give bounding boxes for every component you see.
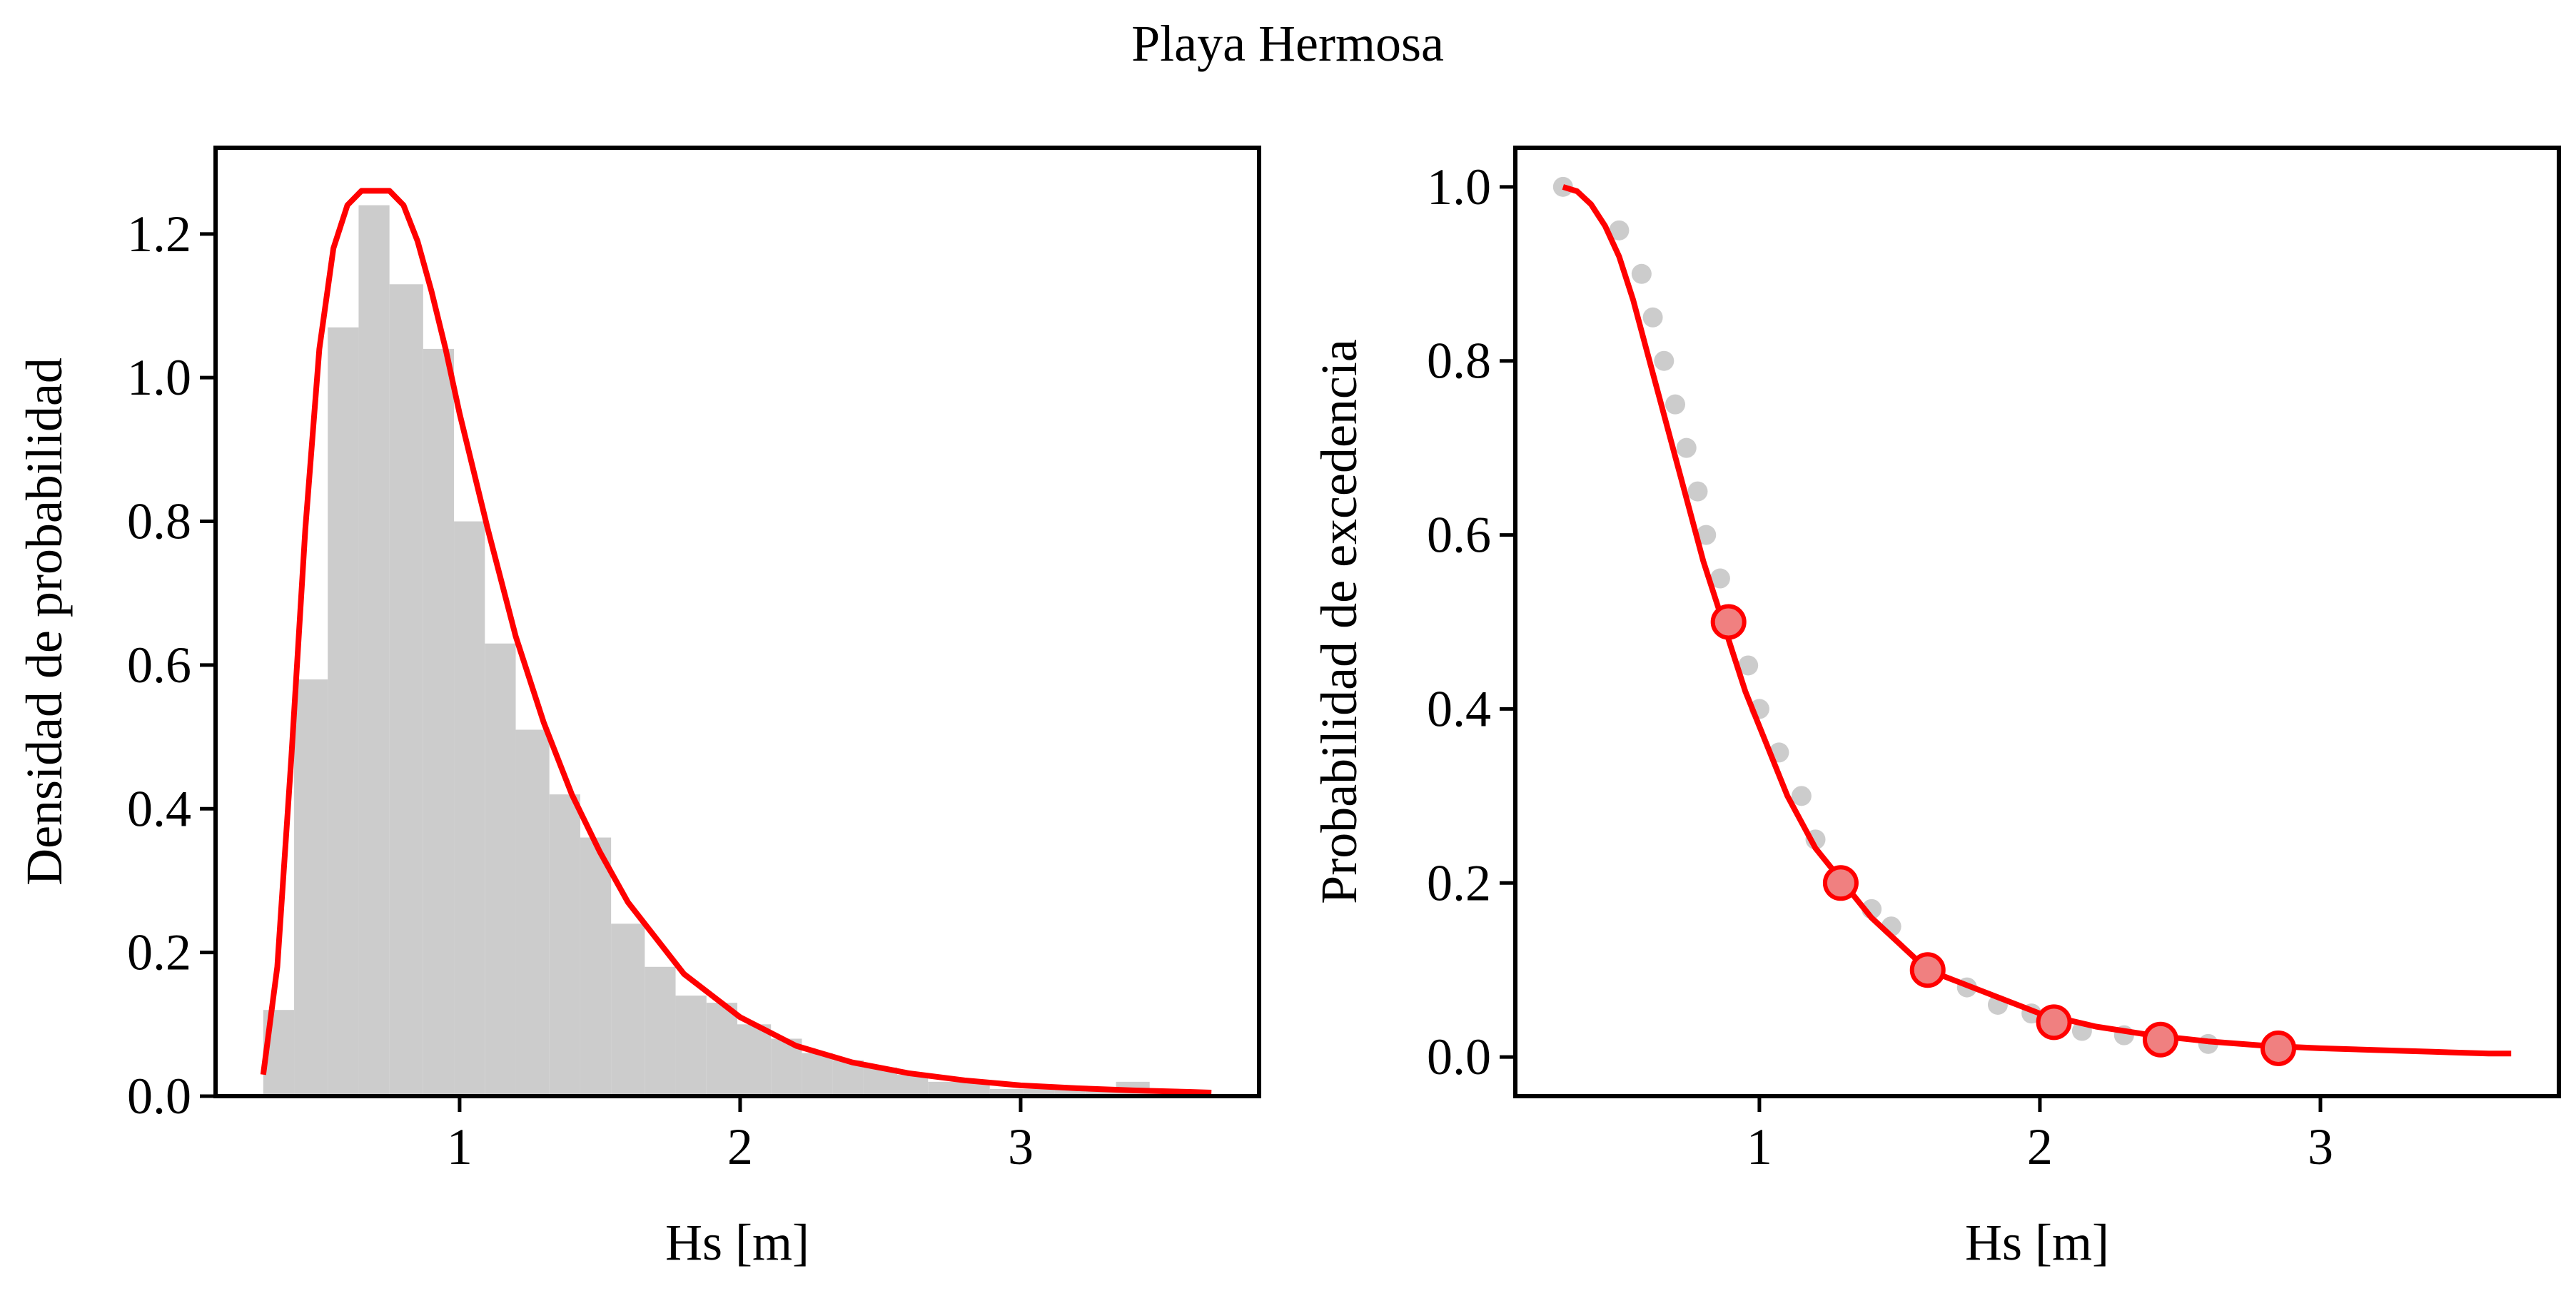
histogram-bar xyxy=(737,1024,772,1096)
density-chart: 1 2 3 0.0 0.2 0.4 0.6 0.8 1.0 1.2 Hs [m] Densida… xyxy=(16,146,1261,1271)
exceedance-x-tick-label: 3 xyxy=(2308,1118,2333,1175)
histogram-bar xyxy=(645,966,676,1096)
density-x-tick-label: 1 xyxy=(447,1118,473,1175)
exceedance-x-axis-label: Hs [m] xyxy=(1965,1214,2109,1271)
highlight-marker xyxy=(1710,604,1747,640)
empirical-point xyxy=(1696,525,1717,545)
histogram-bar xyxy=(959,1081,990,1096)
exceedance-y-tick-label: 0.0 xyxy=(1427,1028,1491,1085)
exceedance-x-ticks: 1 2 3 xyxy=(1747,1096,2333,1175)
empirical-point xyxy=(1676,437,1697,458)
density-y-tick-label: 0.4 xyxy=(127,780,191,837)
exceedance-y-tick-label: 0.6 xyxy=(1427,507,1491,564)
density-x-tick-label: 3 xyxy=(1008,1118,1034,1175)
histogram-bar xyxy=(928,1081,959,1096)
highlight-marker xyxy=(2142,1021,2178,1058)
density-y-tick-label: 0.6 xyxy=(127,637,191,694)
density-x-tick-label: 2 xyxy=(727,1118,753,1175)
empirical-point xyxy=(1654,350,1675,371)
histogram-bar xyxy=(580,837,612,1096)
exceedance-x-tick-label: 1 xyxy=(1747,1118,1772,1175)
density-y-axis-label: Densidad de probabilidad xyxy=(16,358,73,886)
density-plot-area xyxy=(260,188,1212,1097)
histogram-bar xyxy=(1085,1088,1116,1096)
highlight-marker xyxy=(2036,1004,2072,1041)
density-fit-line xyxy=(260,188,1212,1095)
histogram-bar xyxy=(515,729,550,1096)
highlight-marker xyxy=(1822,865,1859,901)
histogram-bar xyxy=(706,1003,737,1096)
histogram-bar xyxy=(611,923,645,1096)
histogram-bar xyxy=(549,794,580,1096)
highlight-marker xyxy=(2260,1030,2296,1066)
empirical-point xyxy=(1709,568,1730,589)
histogram-bar xyxy=(328,327,359,1096)
empirical-point xyxy=(1687,481,1708,502)
histogram-bar xyxy=(389,284,423,1097)
histogram-bar xyxy=(1054,1088,1086,1096)
exceedance-x-tick-label: 2 xyxy=(2027,1118,2053,1175)
exceedance-chart: 1 2 3 0.0 0.2 0.4 0.6 0.8 1.0 Hs [m] Probabilid… xyxy=(1310,146,2561,1271)
exceedance-y-tick-label: 0.8 xyxy=(1427,333,1491,390)
density-axes-frame xyxy=(213,146,1261,1098)
density-y-ticks: 0.0 0.2 0.4 0.6 0.8 1.0 1.2 xyxy=(127,206,216,1125)
histogram-bar xyxy=(358,205,390,1097)
density-y-tick-label: 0.8 xyxy=(127,493,191,550)
exceedance-y-axis-label: Probabilidad de excedencia xyxy=(1310,339,1368,904)
histogram-bar xyxy=(897,1074,929,1096)
density-x-ticks: 1 2 3 xyxy=(447,1096,1034,1175)
empirical-point xyxy=(1791,786,1812,806)
exceedance-y-ticks: 0.0 0.2 0.4 0.6 0.8 1.0 xyxy=(1427,158,1515,1085)
exceedance-fit-line xyxy=(1562,184,2512,1057)
histogram-bar xyxy=(802,1053,833,1096)
density-y-tick-label: 0.0 xyxy=(127,1068,191,1125)
density-y-tick-label: 0.2 xyxy=(127,924,191,981)
empirical-point xyxy=(1609,220,1630,241)
density-y-tick-label: 1.0 xyxy=(127,349,191,406)
figure-suptitle: Playa Hermosa xyxy=(1131,15,1444,72)
histogram-bar xyxy=(485,643,516,1096)
density-y-tick-label: 1.2 xyxy=(127,206,191,263)
density-x-axis-label: Hs [m] xyxy=(665,1214,809,1271)
histogram-bar xyxy=(454,521,485,1096)
exceedance-y-tick-label: 0.2 xyxy=(1427,854,1491,911)
histogram-bar xyxy=(423,348,455,1097)
empirical-point xyxy=(1738,655,1759,676)
histogram-bar xyxy=(294,679,328,1096)
empirical-point xyxy=(1642,307,1663,328)
histogram-bar xyxy=(989,1088,1024,1096)
empirical-point xyxy=(1631,263,1652,284)
exceedance-y-tick-label: 1.0 xyxy=(1427,158,1491,216)
histogram-bar xyxy=(675,996,707,1096)
highlight-marker xyxy=(1909,952,1946,988)
exceedance-plot-area xyxy=(1552,176,2512,1066)
exceedance-y-tick-label: 0.4 xyxy=(1427,680,1491,737)
empirical-point xyxy=(1665,394,1686,415)
histogram-bar xyxy=(1023,1088,1055,1096)
exceedance-axes-frame xyxy=(1513,146,2561,1098)
